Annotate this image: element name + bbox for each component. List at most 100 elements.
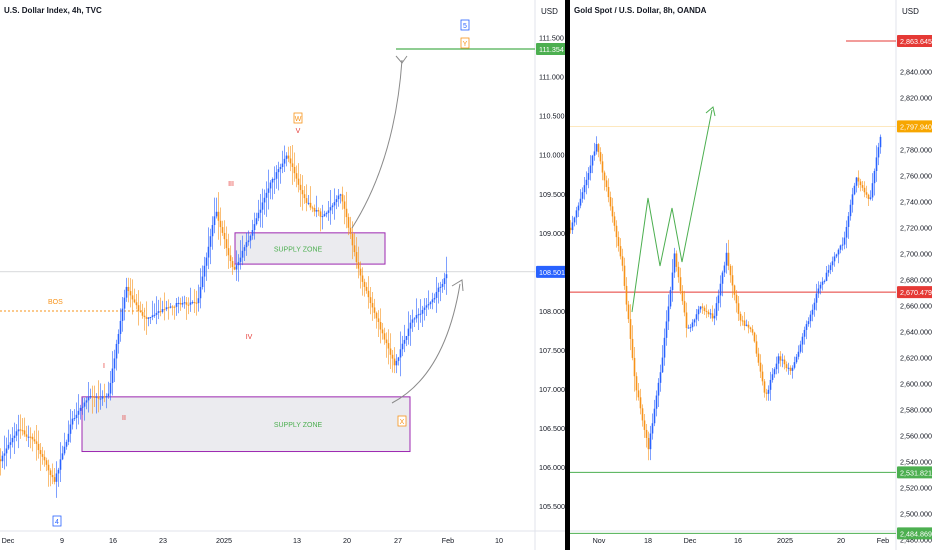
- gold-price-3-tag-label: 2,531.821: [900, 468, 932, 477]
- dxy-candle: [219, 220, 222, 228]
- gold-candle: [581, 192, 584, 199]
- dxy-candle: [419, 313, 422, 315]
- dxy-candle: [231, 261, 234, 268]
- gold-price-3-tag-bg: [897, 466, 932, 479]
- gold-candle: [787, 367, 790, 369]
- dxy-candle: [125, 286, 128, 298]
- gold-chart-canvas[interactable]: 2,840.0002,820.0002,800.0002,780.0002,76…: [570, 0, 932, 550]
- gold-candle: [643, 420, 646, 430]
- dxy-candle: [247, 240, 250, 243]
- dxy-candle: [191, 302, 194, 304]
- dxy-x-tick: 10: [495, 536, 503, 545]
- dxy-candle: [207, 246, 210, 258]
- dxy-candle: [433, 297, 436, 300]
- dxy-candle: [313, 207, 316, 212]
- dxy-candle: [209, 236, 212, 247]
- dxy-candle: [297, 178, 300, 185]
- dxy-y-tick: 107.000: [539, 385, 565, 394]
- gold-candle: [705, 310, 708, 312]
- gold-x-tick: Dec: [684, 536, 697, 545]
- dxy-candle: [421, 309, 424, 314]
- dxy-candle: [161, 309, 164, 312]
- dxy-chart-pane[interactable]: SUPPLY ZONE SUPPLY ZONE BOS I II III IV V W X Y 4 5 1…: [0, 0, 565, 550]
- dxy-projection-arrowhead-up: [395, 55, 408, 64]
- dxy-candle: [85, 400, 88, 403]
- gold-candle: [669, 289, 672, 307]
- dxy-projection-arrow-recovery: [391, 283, 461, 404]
- dxy-candle: [339, 194, 342, 196]
- gold-candle: [841, 244, 844, 246]
- dxy-currency-label[interactable]: USD: [541, 7, 558, 16]
- dxy-candle: [71, 418, 74, 425]
- dxy-candle: [165, 307, 168, 310]
- gold-candle: [593, 151, 596, 156]
- gold-candle: [769, 379, 772, 390]
- dxy-candle: [195, 302, 198, 304]
- dxy-candle: [169, 306, 172, 308]
- gold-candle: [817, 288, 820, 294]
- gold-candle: [877, 147, 880, 158]
- dxy-price-0-tag-label: 111.354: [539, 45, 564, 54]
- gold-candle: [675, 253, 678, 267]
- dxy-candle: [287, 155, 290, 159]
- gold-candle: [573, 217, 576, 223]
- dxy-candle: [269, 182, 272, 189]
- dxy-candle: [55, 473, 58, 482]
- dxy-candle: [25, 434, 28, 437]
- dxy-candle: [317, 210, 320, 212]
- dxy-candle: [177, 302, 180, 304]
- gold-y-tick: 2,640.000: [900, 328, 932, 337]
- gold-candle: [721, 272, 724, 284]
- gold-candle: [863, 187, 866, 193]
- gold-candle: [711, 313, 714, 319]
- gold-currency-label[interactable]: USD: [902, 7, 919, 16]
- dxy-candle: [175, 303, 178, 307]
- dxy-candle: [303, 194, 306, 199]
- dxy-candle: [5, 448, 8, 454]
- gold-candle: [819, 284, 822, 289]
- dxy-candle: [331, 205, 334, 208]
- dxy-candle: [333, 202, 336, 206]
- gold-candle: [637, 390, 640, 398]
- dxy-candle: [19, 429, 22, 431]
- dxy-chart-title: U.S. Dollar Index, 4h, TVC: [4, 6, 102, 15]
- dxy-candle: [189, 302, 192, 305]
- gold-candle: [615, 225, 618, 238]
- gold-price-4-tag-bg: [897, 527, 932, 540]
- dxy-x-tick: Dec: [2, 536, 15, 545]
- gold-candle: [747, 324, 750, 328]
- dxy-candle: [53, 477, 56, 482]
- gold-candle: [673, 253, 676, 273]
- gold-candle: [767, 389, 770, 394]
- gold-candle: [725, 252, 728, 266]
- gold-candle: [779, 356, 782, 361]
- dxy-candle: [437, 287, 440, 292]
- dxy-candle: [377, 318, 380, 323]
- dxy-candle: [143, 315, 146, 318]
- dxy-candle: [183, 302, 186, 304]
- dxy-y-tick: 111.000: [539, 73, 564, 82]
- gold-candle: [653, 408, 656, 424]
- dxy-candle: [93, 396, 96, 398]
- dxy-supply-zone-upper-label: SUPPLY ZONE: [274, 246, 323, 253]
- gold-candle: [691, 322, 694, 328]
- gold-candle: [861, 185, 864, 188]
- gold-candle: [679, 277, 682, 291]
- dxy-wave-label-iv: IV: [246, 334, 253, 341]
- dxy-candle: [171, 306, 174, 308]
- gold-candle: [773, 369, 776, 375]
- gold-candle: [821, 281, 824, 285]
- gold-candle: [735, 294, 738, 304]
- gold-candle: [847, 216, 850, 227]
- gold-chart-pane[interactable]: 2,840.0002,820.0002,800.0002,780.0002,76…: [570, 0, 932, 550]
- dxy-candle: [397, 357, 400, 361]
- gold-y-tick: 2,540.000: [900, 458, 932, 467]
- dxy-candle: [75, 414, 78, 419]
- gold-candle: [621, 256, 624, 266]
- gold-candle: [857, 177, 860, 182]
- gold-candle: [753, 332, 756, 342]
- dxy-candle: [119, 320, 122, 334]
- gold-candle: [831, 261, 834, 266]
- pane-divider[interactable]: [565, 0, 570, 550]
